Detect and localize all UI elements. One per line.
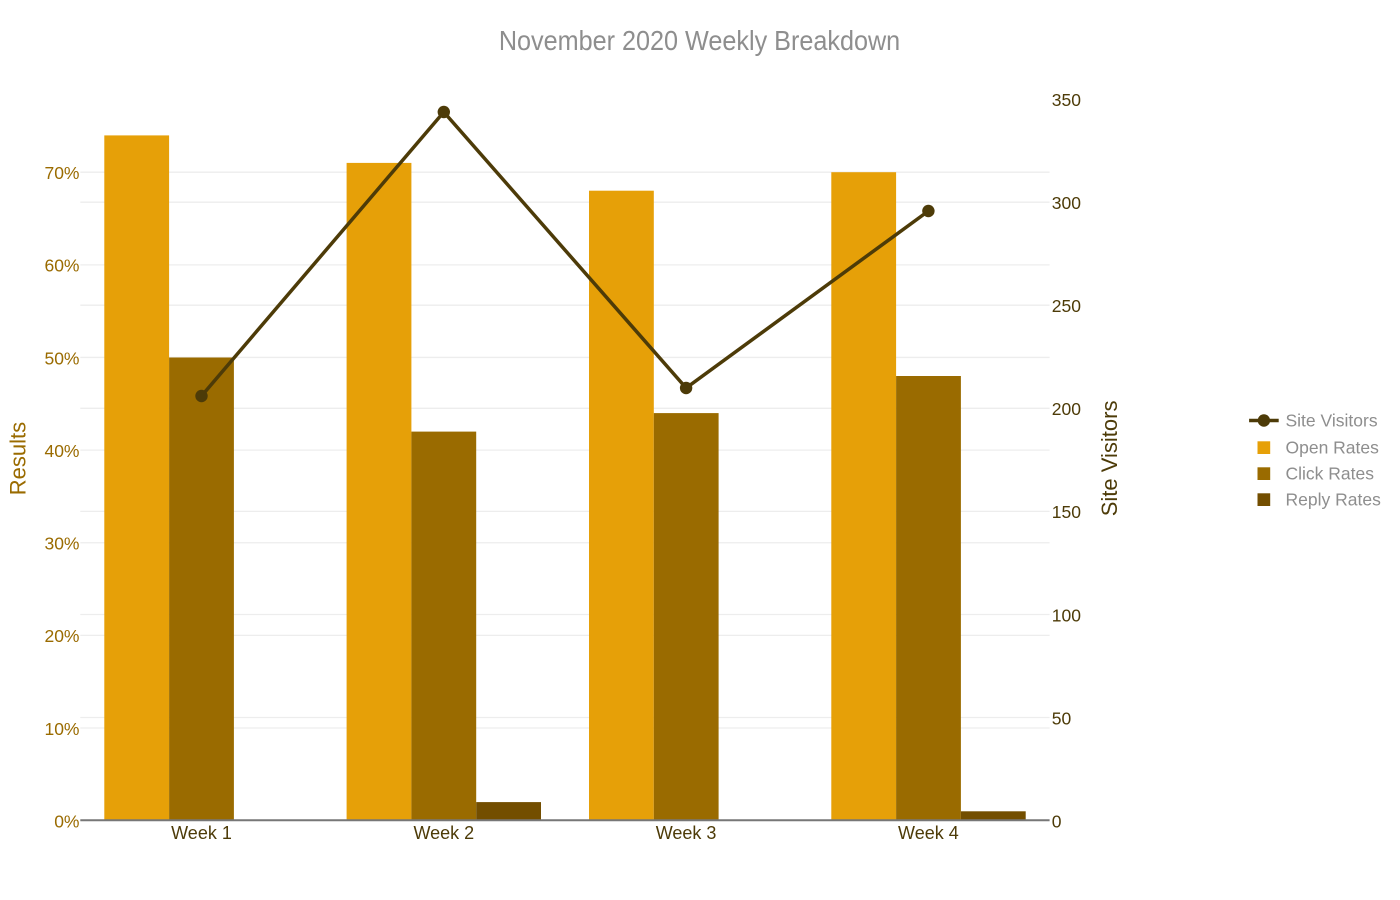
- svg-text:Week 3: Week 3: [656, 823, 717, 843]
- svg-text:Click Rates: Click Rates: [1286, 464, 1375, 484]
- svg-text:20%: 20%: [44, 626, 79, 646]
- svg-text:Week 1: Week 1: [171, 823, 232, 843]
- svg-text:100: 100: [1052, 605, 1081, 625]
- svg-text:50: 50: [1052, 708, 1072, 728]
- svg-text:200: 200: [1052, 399, 1081, 419]
- svg-text:Open Rates: Open Rates: [1286, 438, 1380, 458]
- svg-text:0%: 0%: [54, 811, 79, 831]
- svg-text:Site Visitors: Site Visitors: [1286, 411, 1378, 431]
- svg-text:150: 150: [1052, 502, 1081, 522]
- svg-text:250: 250: [1052, 296, 1081, 316]
- svg-text:300: 300: [1052, 193, 1081, 213]
- svg-text:30%: 30%: [44, 534, 79, 554]
- svg-text:10%: 10%: [44, 719, 79, 739]
- svg-text:November 2020 Weekly Breakdown: November 2020 Weekly Breakdown: [499, 25, 900, 57]
- svg-text:Reply Rates: Reply Rates: [1286, 490, 1382, 510]
- svg-text:Site Visitors: Site Visitors: [1097, 401, 1122, 517]
- svg-text:Week 4: Week 4: [898, 823, 959, 843]
- svg-text:Week 2: Week 2: [413, 823, 474, 843]
- svg-text:60%: 60%: [44, 256, 79, 276]
- svg-text:70%: 70%: [44, 163, 79, 183]
- svg-text:40%: 40%: [44, 441, 79, 461]
- svg-text:0: 0: [1052, 811, 1062, 831]
- svg-text:350: 350: [1052, 90, 1081, 110]
- svg-text:Results: Results: [6, 422, 31, 495]
- svg-text:50%: 50%: [44, 348, 79, 368]
